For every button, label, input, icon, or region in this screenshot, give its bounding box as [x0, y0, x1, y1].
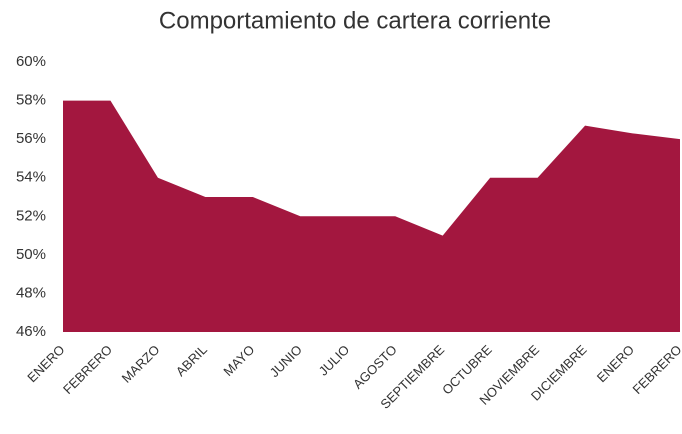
- x-tick-label: ABRIL: [173, 342, 210, 379]
- y-tick-label: 50%: [16, 246, 46, 263]
- area: [63, 100, 680, 332]
- x-tick-label: FEBRERO: [60, 342, 115, 397]
- y-tick-label: 54%: [16, 169, 46, 186]
- x-tick-label: JULIO: [316, 342, 353, 379]
- x-tick-label: FEBRERO: [630, 342, 682, 397]
- chart-title: Comportamiento de cartera corriente: [159, 7, 551, 34]
- x-tick-label: JUNIO: [267, 342, 305, 380]
- x-tick-label: AGOSTO: [350, 342, 400, 392]
- y-tick-label: 46%: [16, 323, 46, 340]
- x-tick-label: ENERO: [24, 342, 67, 385]
- y-tick-label: 60%: [16, 53, 46, 70]
- x-tick-label: MAYO: [220, 342, 257, 379]
- y-tick-label: 48%: [16, 284, 46, 301]
- x-tick-label: ENERO: [594, 342, 637, 385]
- y-tick-label: 58%: [16, 92, 46, 109]
- y-tick-label: 52%: [16, 207, 46, 224]
- y-tick-label: 56%: [16, 130, 46, 147]
- x-tick-label: MARZO: [119, 342, 163, 386]
